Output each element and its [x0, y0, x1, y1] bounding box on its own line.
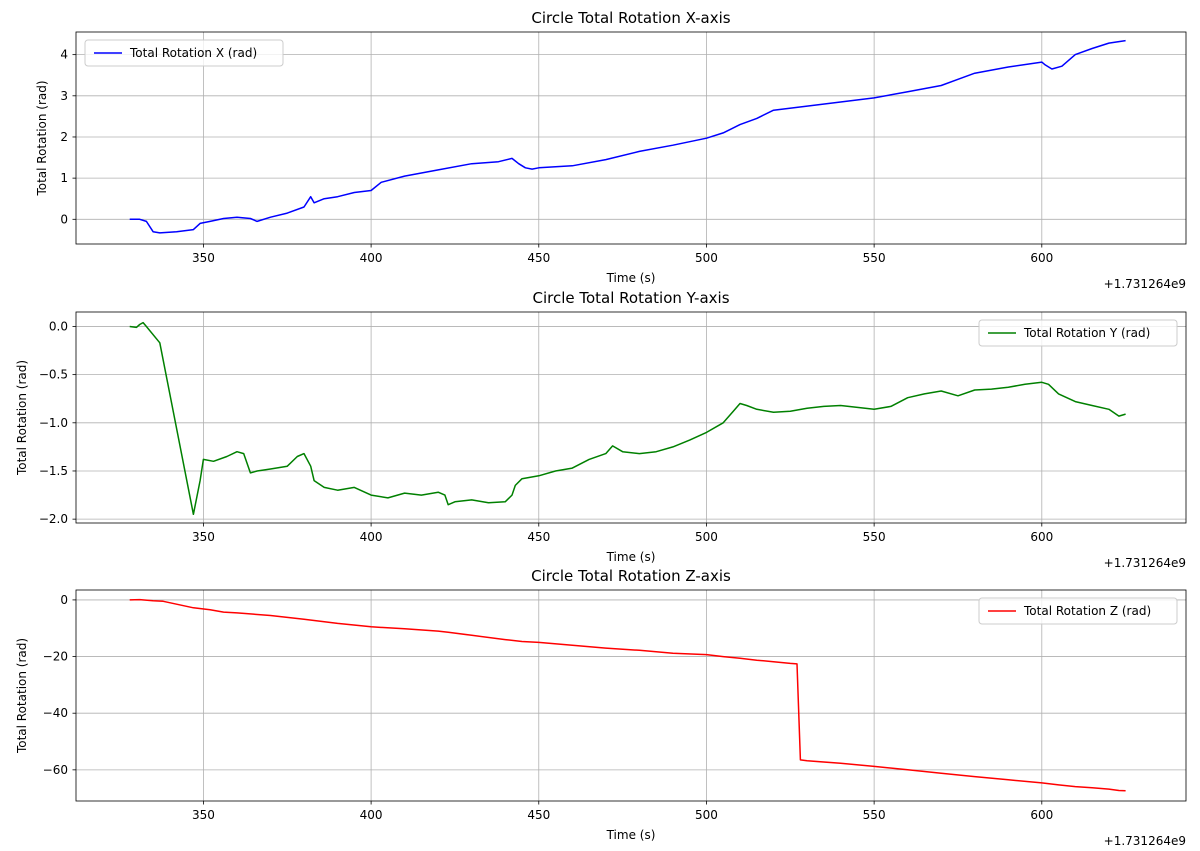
legend-box [978, 319, 1178, 347]
x-tick-label: 500 [695, 251, 718, 265]
x-offset-label: +1.731264e9 [1104, 556, 1186, 570]
chart-title: Circle Total Rotation Y-axis [532, 289, 729, 307]
axes-frame [75, 311, 1187, 524]
y-tick-label: −1.5 [39, 464, 68, 478]
y-tick-label: 0 [60, 593, 68, 607]
y-tick-label: 4 [60, 48, 68, 62]
series-line [129, 598, 1126, 792]
axes-frame [75, 589, 1187, 802]
x-tick-label: 450 [527, 530, 550, 544]
legend-label: Total Rotation Y (rad) [1023, 326, 1150, 340]
x-tick-label: 350 [192, 530, 215, 544]
legend-label: Total Rotation X (rad) [129, 46, 257, 60]
y-tick-label: −0.5 [39, 368, 68, 382]
y-tick-label: 3 [60, 89, 68, 103]
x-tick-label: 550 [863, 808, 886, 822]
x-tick-label: 600 [1030, 808, 1053, 822]
x-offset-label: +1.731264e9 [1104, 277, 1186, 291]
x-tick-label: 400 [360, 530, 383, 544]
x-tick-label: 400 [360, 808, 383, 822]
x-tick-label: 450 [527, 251, 550, 265]
y-axis-label: Total Rotation (rad) [35, 80, 49, 196]
y-tick-label: 0.0 [49, 319, 68, 333]
legend-box [84, 39, 284, 67]
chart-panel-3: 350 400 450 500 550 600 0 −20 −40 −60 Circle Total… [15, 567, 1187, 848]
y-tick-label: 0 [60, 212, 68, 226]
x-axis-label: Time (s) [606, 828, 656, 842]
x-tick-label: 500 [695, 530, 718, 544]
legend-box [978, 597, 1178, 625]
x-tick-label: 500 [695, 808, 718, 822]
y-tick-label: −1.0 [39, 416, 68, 430]
x-tick-label: 600 [1030, 251, 1053, 265]
legend-label: Total Rotation Z (rad) [1023, 604, 1151, 618]
series-line [129, 39, 1126, 234]
series-line [129, 321, 1126, 516]
y-tick-label: −60 [43, 763, 68, 777]
x-offset-label: +1.731264e9 [1104, 834, 1186, 848]
x-tick-label: 400 [360, 251, 383, 265]
x-tick-label: 350 [192, 251, 215, 265]
x-tick-label: 550 [863, 530, 886, 544]
chart-panel-1: 350 400 450 500 550 600 0 1 2 3 4 Circle Total Rota… [35, 9, 1187, 291]
x-tick-label: 550 [863, 251, 886, 265]
x-tick-label: 350 [192, 808, 215, 822]
legend: Total Rotation X (rad) [84, 39, 284, 67]
y-tick-label: 2 [60, 130, 68, 144]
legend: Total Rotation Z (rad) [978, 597, 1178, 625]
y-tick-label: −40 [43, 706, 68, 720]
axes-frame [75, 31, 1187, 245]
x-tick-label: 600 [1030, 530, 1053, 544]
chart-panel-2: 350 400 450 500 550 600 0.0 −0.5 −1.0 −1.5 −2.0 Cir… [15, 289, 1187, 570]
chart-title: Circle Total Rotation Z-axis [531, 567, 731, 585]
y-tick-label: −2.0 [39, 512, 68, 526]
y-axis-label: Total Rotation (rad) [15, 638, 29, 754]
y-axis-label: Total Rotation (rad) [15, 360, 29, 476]
legend: Total Rotation Y (rad) [978, 319, 1178, 347]
x-axis-label: Time (s) [606, 271, 656, 285]
chart-title: Circle Total Rotation X-axis [531, 9, 730, 27]
x-axis-label: Time (s) [606, 550, 656, 564]
x-tick-label: 450 [527, 808, 550, 822]
y-tick-label: 1 [60, 171, 68, 185]
y-tick-label: −20 [43, 650, 68, 664]
